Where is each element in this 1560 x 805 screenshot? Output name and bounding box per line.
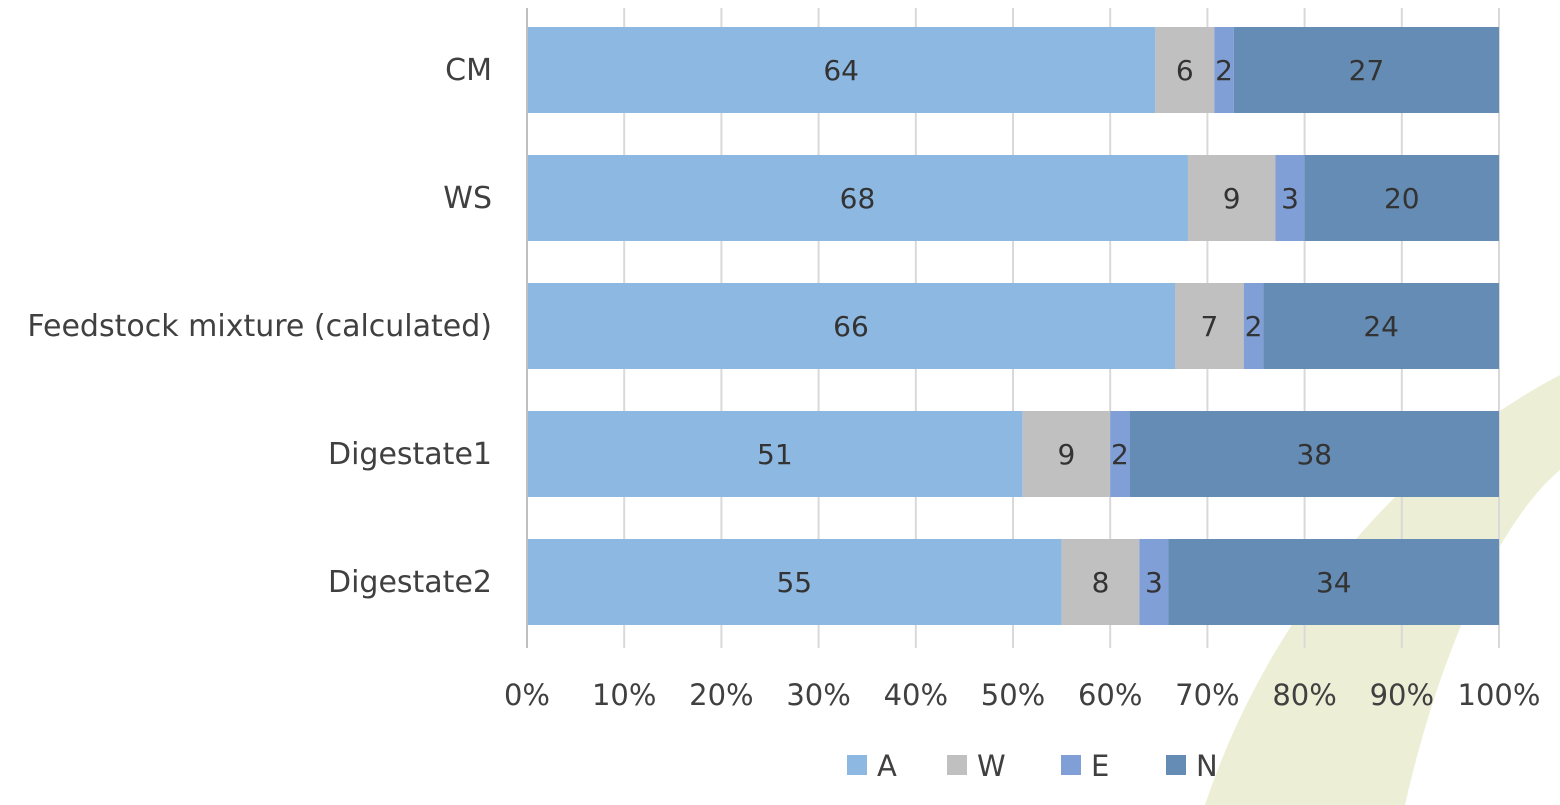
legend-label: N (1196, 749, 1218, 783)
data-label: 34 (1316, 566, 1352, 599)
x-tick-label: 70% (1175, 678, 1239, 712)
legend-swatch-n (1166, 755, 1186, 775)
data-label: 24 (1363, 310, 1399, 343)
bar-segment-n (1304, 155, 1499, 241)
legend-label: A (877, 749, 897, 783)
legend-label: E (1091, 749, 1109, 783)
bar-segment-e (1214, 27, 1234, 113)
bar-segment-e (1139, 539, 1169, 625)
data-label: 8 (1092, 566, 1110, 599)
bar-segment-a (527, 27, 1156, 113)
bar-segment-a (527, 411, 1023, 497)
data-label: 9 (1223, 182, 1241, 215)
bar-segment-n (1129, 411, 1499, 497)
bar-segment-w (1022, 411, 1111, 497)
data-label: 3 (1145, 566, 1163, 599)
bar-segment-w (1155, 27, 1215, 113)
data-label: 64 (823, 54, 859, 87)
x-tick-label: 100% (1458, 678, 1541, 712)
data-label: 55 (776, 566, 812, 599)
category-label: WS (443, 181, 492, 216)
legend-swatch-w (947, 755, 967, 775)
data-label: 66 (833, 310, 869, 343)
data-label: 3 (1281, 182, 1299, 215)
data-label: 6 (1176, 54, 1194, 87)
bar-segment-n (1233, 27, 1499, 113)
legend-swatch-a (847, 755, 867, 775)
data-label: 2 (1215, 54, 1233, 87)
bar-segment-a (527, 539, 1062, 625)
bar-segment-n (1263, 283, 1499, 369)
category-label: Digestate1 (328, 437, 492, 472)
x-tick-label: 50% (981, 678, 1045, 712)
data-label: 7 (1200, 310, 1218, 343)
data-label: 2 (1111, 438, 1129, 471)
data-label: 51 (757, 438, 793, 471)
x-tick-label: 80% (1272, 678, 1336, 712)
x-tick-label: 10% (592, 678, 656, 712)
bar-segment-e (1243, 283, 1264, 369)
bar-segment-w (1175, 283, 1244, 369)
category-labels: CM WS Feedstock mixture (calculated) Digest… (27, 53, 492, 600)
x-tick-label: 40% (884, 678, 948, 712)
x-tick-labels: 0% 10% 20% 30% 40% 50% 60% 70% 80% 90% 100% (504, 678, 1540, 712)
x-tick-label: 60% (1078, 678, 1142, 712)
data-label: 20 (1384, 182, 1420, 215)
x-tick-label: 30% (786, 678, 850, 712)
bar-segment-a (527, 155, 1188, 241)
x-tick-label: 0% (504, 678, 550, 712)
category-label: Digestate2 (328, 565, 492, 600)
data-label: 27 (1349, 54, 1385, 87)
bar-segment-e (1110, 411, 1130, 497)
bar-segment-w (1061, 539, 1140, 625)
data-label: 38 (1296, 438, 1332, 471)
x-tick-label: 90% (1370, 678, 1434, 712)
bar-segment-n (1168, 539, 1499, 625)
data-label: 68 (840, 182, 876, 215)
bar-segment-a (527, 283, 1175, 369)
category-label: Feedstock mixture (calculated) (27, 309, 492, 344)
bar-segment-w (1187, 155, 1276, 241)
data-label: 2 (1245, 310, 1263, 343)
x-tick-label: 20% (689, 678, 753, 712)
bar-segment-e (1275, 155, 1305, 241)
legend-label: W (977, 749, 1006, 783)
category-label: CM (445, 53, 492, 88)
data-label: 9 (1058, 438, 1076, 471)
legend-swatch-e (1061, 755, 1081, 775)
